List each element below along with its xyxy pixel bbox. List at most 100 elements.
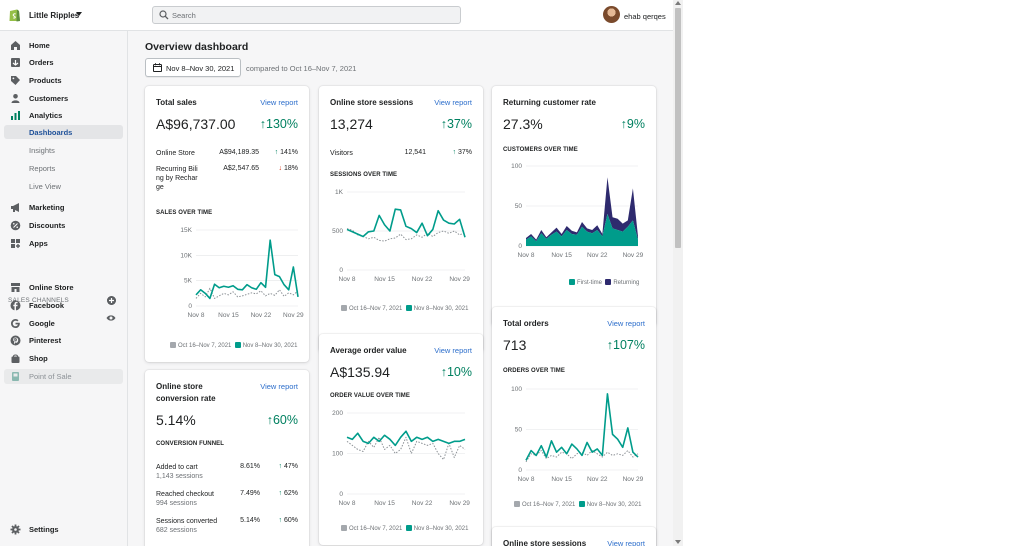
card-online-store-sessions-2: Online store sessions View report: [492, 527, 656, 546]
sidebar-channel-google[interactable]: Google: [4, 316, 123, 331]
x-tick-label: Nov 29: [623, 476, 644, 483]
store-icon: [11, 283, 20, 292]
sidebar-channel-facebook[interactable]: Facebook: [4, 298, 123, 313]
chart-legend: Oct 16–Nov 7, 2021 Nov 8–Nov 30, 2021: [341, 305, 468, 312]
sidebar-item-discounts[interactable]: Discounts: [4, 218, 123, 233]
card-title: Returning customer rate: [503, 98, 596, 107]
card-title: Total orders: [503, 319, 549, 328]
add-channel-icon[interactable]: [107, 296, 116, 305]
x-tick-label: Nov 29: [623, 252, 644, 259]
legend-label-prev: Oct 16–Nov 7, 2021: [349, 306, 403, 312]
sidebar-item-label: Orders: [29, 58, 54, 67]
avatar[interactable]: [603, 6, 620, 23]
metric-value: 713: [503, 337, 527, 353]
store-caret-icon[interactable]: [76, 12, 82, 16]
card-returning-customer-rate: Returning customer rate 27.3% ↑9% CUSTOM…: [492, 86, 656, 326]
scrollbar-thumb[interactable]: [675, 8, 681, 248]
series-line-previous: [346, 436, 466, 461]
scroll-up-arrow-icon[interactable]: [675, 1, 681, 5]
sidebar-item-home[interactable]: Home: [4, 38, 123, 53]
eye-icon[interactable]: [106, 314, 116, 322]
sidebar-sub-insights[interactable]: Insights: [4, 143, 123, 157]
breakdown-change: ↑ 37%: [452, 149, 472, 156]
funnel-step-sessions: 994 sessions: [156, 500, 197, 507]
view-report-link[interactable]: View report: [434, 346, 472, 355]
chart-title: ORDER VALUE OVER TIME: [330, 393, 410, 399]
chart-title: SESSIONS OVER TIME: [330, 172, 398, 178]
sidebar-item-products[interactable]: Products: [4, 73, 123, 88]
x-tick-label: Nov 22: [587, 252, 608, 259]
y-tick-label: 0: [339, 491, 343, 498]
sidebar-item-label: Products: [29, 76, 62, 85]
metric-change: ↑37%: [440, 117, 472, 131]
sidebar-sub-reports[interactable]: Reports: [4, 161, 123, 175]
sidebar-channel-label: Shop: [29, 354, 48, 363]
shopify-logo-icon[interactable]: [8, 8, 21, 22]
scroll-down-arrow-icon[interactable]: [675, 540, 681, 544]
sidebar-sub-live-view[interactable]: Live View: [4, 179, 123, 193]
legend-swatch-prev: [341, 525, 347, 531]
sidebar-channel-label: Pinterest: [29, 336, 62, 345]
breakdown-value: A$2,547.65: [223, 165, 259, 172]
scrollbar[interactable]: [673, 0, 683, 546]
person-icon: [11, 94, 20, 103]
view-report-link[interactable]: View report: [607, 539, 645, 546]
card-title: Online store sessions: [330, 98, 414, 107]
breakdown-label: Visitors: [330, 150, 353, 157]
sidebar-channel-online-store[interactable]: Online Store: [4, 280, 123, 295]
series-line-current: [346, 430, 466, 447]
legend-label-curr: Nov 8–Nov 30, 2021: [242, 343, 298, 349]
view-report-link[interactable]: View report: [260, 382, 298, 391]
series-line-current: [195, 239, 299, 300]
chart-title: CUSTOMERS OVER TIME: [503, 147, 578, 153]
sidebar-channel-shop[interactable]: Shop: [4, 351, 123, 366]
view-report-link[interactable]: View report: [607, 319, 645, 328]
legend-label-curr: Nov 8–Nov 30, 2021: [413, 526, 469, 532]
sidebar-channel-label: Google: [29, 319, 55, 328]
card-title: Total sales: [156, 98, 197, 107]
pinterest-icon: [10, 335, 21, 346]
metric-value: 13,274: [330, 116, 373, 132]
breakdown-change: ↓ 18%: [278, 165, 298, 172]
y-tick-label: 10K: [180, 252, 192, 259]
funnel-step-change: ↑ 47%: [278, 463, 298, 470]
tag-icon: [11, 76, 20, 85]
user-name[interactable]: ehab qerqes: [624, 12, 666, 21]
legend-label-returning: Returning: [613, 280, 640, 286]
orders-line-chart: 0 50 100 Nov 8 Nov 15 Nov 22 Nov 29: [511, 386, 644, 483]
sidebar-item-orders[interactable]: Orders: [4, 55, 123, 70]
view-report-link[interactable]: View report: [260, 98, 298, 107]
card-title: Online store sessions: [503, 539, 587, 546]
sidebar-channel-point-of-sale[interactable]: Point of Sale: [4, 369, 123, 384]
shop-bag-icon: [11, 354, 20, 363]
sidebar-sub-label: Dashboards: [29, 128, 73, 137]
card-online-store-sessions: Online store sessions View report 13,274…: [319, 86, 483, 352]
date-range-button[interactable]: Nov 8–Nov 30, 2021: [145, 58, 241, 77]
search-input[interactable]: [172, 10, 452, 21]
y-tick-label: 1K: [335, 189, 344, 196]
chart-legend: Oct 16–Nov 7, 2021 Nov 8–Nov 30, 2021: [514, 501, 641, 508]
legend-swatch-prev: [170, 342, 176, 348]
sales-line-chart: 0 5K 10K 15K Nov 8 Nov 15 Nov 22 Nov 29: [180, 227, 304, 319]
sidebar-item-marketing[interactable]: Marketing: [4, 200, 123, 215]
x-tick-label: Nov 22: [251, 312, 272, 319]
sidebar-channel-label: Facebook: [29, 301, 65, 310]
metric-value: 5.14%: [156, 412, 196, 428]
sidebar-channel-pinterest[interactable]: Pinterest: [4, 333, 123, 348]
card-total-orders: Total orders View report 713 ↑107% ORDER…: [492, 307, 656, 546]
store-name[interactable]: Little Ripples: [29, 11, 80, 20]
date-range-label: Nov 8–Nov 30, 2021: [166, 64, 235, 73]
funnel-step-label: Reached checkout: [156, 491, 214, 498]
legend-swatch-first-time: [569, 279, 575, 285]
view-report-link[interactable]: View report: [434, 98, 472, 107]
compared-to-label: compared to Oct 16–Nov 7, 2021: [246, 64, 357, 73]
sidebar-item-customers[interactable]: Customers: [4, 91, 123, 106]
sidebar-sub-dashboards[interactable]: Dashboards: [4, 125, 123, 139]
x-tick-label: Nov 22: [587, 476, 608, 483]
sidebar-item-settings[interactable]: Settings: [4, 522, 123, 537]
sidebar-item-analytics[interactable]: Analytics: [4, 108, 123, 123]
gear-icon: [10, 524, 21, 535]
sidebar-item-apps[interactable]: Apps: [4, 236, 123, 251]
search-bar[interactable]: [152, 6, 461, 24]
app-window: Little Ripples ehab qerqes Home Orders P…: [0, 0, 683, 546]
